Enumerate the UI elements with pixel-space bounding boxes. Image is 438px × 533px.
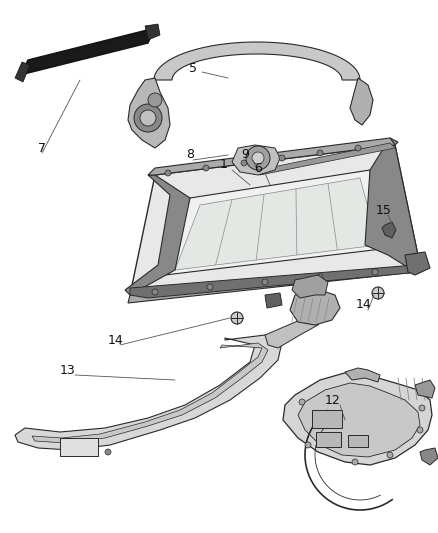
Polygon shape bbox=[15, 335, 282, 450]
Polygon shape bbox=[265, 308, 325, 348]
Text: 12: 12 bbox=[325, 393, 341, 407]
Polygon shape bbox=[125, 175, 190, 295]
Polygon shape bbox=[415, 380, 435, 398]
Circle shape bbox=[299, 399, 305, 405]
Circle shape bbox=[231, 312, 243, 324]
Polygon shape bbox=[32, 343, 268, 443]
Polygon shape bbox=[405, 252, 430, 275]
Polygon shape bbox=[382, 222, 396, 238]
FancyBboxPatch shape bbox=[312, 410, 342, 428]
Circle shape bbox=[355, 145, 361, 151]
Circle shape bbox=[417, 427, 423, 433]
Text: 1: 1 bbox=[220, 158, 228, 172]
Circle shape bbox=[419, 405, 425, 411]
Circle shape bbox=[140, 110, 156, 126]
Polygon shape bbox=[128, 78, 170, 148]
Polygon shape bbox=[145, 24, 160, 40]
FancyBboxPatch shape bbox=[348, 435, 368, 447]
Polygon shape bbox=[154, 42, 360, 80]
Polygon shape bbox=[345, 368, 380, 382]
Circle shape bbox=[241, 160, 247, 166]
Text: 14: 14 bbox=[356, 298, 372, 311]
Text: 7: 7 bbox=[38, 141, 46, 155]
Polygon shape bbox=[258, 143, 395, 175]
Polygon shape bbox=[175, 178, 378, 270]
Circle shape bbox=[387, 452, 393, 458]
Circle shape bbox=[262, 279, 268, 285]
Polygon shape bbox=[420, 448, 438, 465]
Circle shape bbox=[317, 150, 323, 156]
Circle shape bbox=[246, 146, 270, 170]
Polygon shape bbox=[265, 293, 282, 308]
Circle shape bbox=[305, 442, 311, 448]
Text: 8: 8 bbox=[186, 149, 194, 161]
Polygon shape bbox=[350, 78, 373, 125]
Polygon shape bbox=[20, 28, 155, 75]
FancyBboxPatch shape bbox=[60, 438, 98, 456]
Polygon shape bbox=[290, 290, 340, 325]
Polygon shape bbox=[130, 265, 420, 298]
Circle shape bbox=[148, 93, 162, 107]
Polygon shape bbox=[283, 372, 432, 465]
Polygon shape bbox=[365, 138, 420, 270]
Circle shape bbox=[352, 459, 358, 465]
Polygon shape bbox=[165, 170, 390, 275]
Text: 6: 6 bbox=[254, 161, 262, 174]
Polygon shape bbox=[148, 138, 395, 175]
Polygon shape bbox=[298, 383, 420, 457]
Polygon shape bbox=[15, 62, 30, 82]
Text: 13: 13 bbox=[60, 364, 76, 376]
Circle shape bbox=[207, 284, 213, 290]
Circle shape bbox=[203, 165, 209, 171]
Circle shape bbox=[372, 287, 384, 299]
Circle shape bbox=[165, 170, 171, 176]
Polygon shape bbox=[232, 145, 280, 175]
Circle shape bbox=[152, 289, 158, 295]
Circle shape bbox=[317, 274, 323, 280]
Text: 5: 5 bbox=[189, 61, 197, 75]
Polygon shape bbox=[128, 265, 420, 303]
Circle shape bbox=[134, 104, 162, 132]
Text: 15: 15 bbox=[376, 204, 392, 216]
Text: 9: 9 bbox=[241, 149, 249, 161]
Circle shape bbox=[372, 269, 378, 275]
Polygon shape bbox=[292, 275, 328, 298]
Circle shape bbox=[252, 152, 264, 164]
Circle shape bbox=[105, 449, 111, 455]
Text: 14: 14 bbox=[108, 334, 124, 346]
Polygon shape bbox=[130, 145, 420, 295]
FancyBboxPatch shape bbox=[316, 432, 341, 447]
Circle shape bbox=[279, 155, 285, 161]
